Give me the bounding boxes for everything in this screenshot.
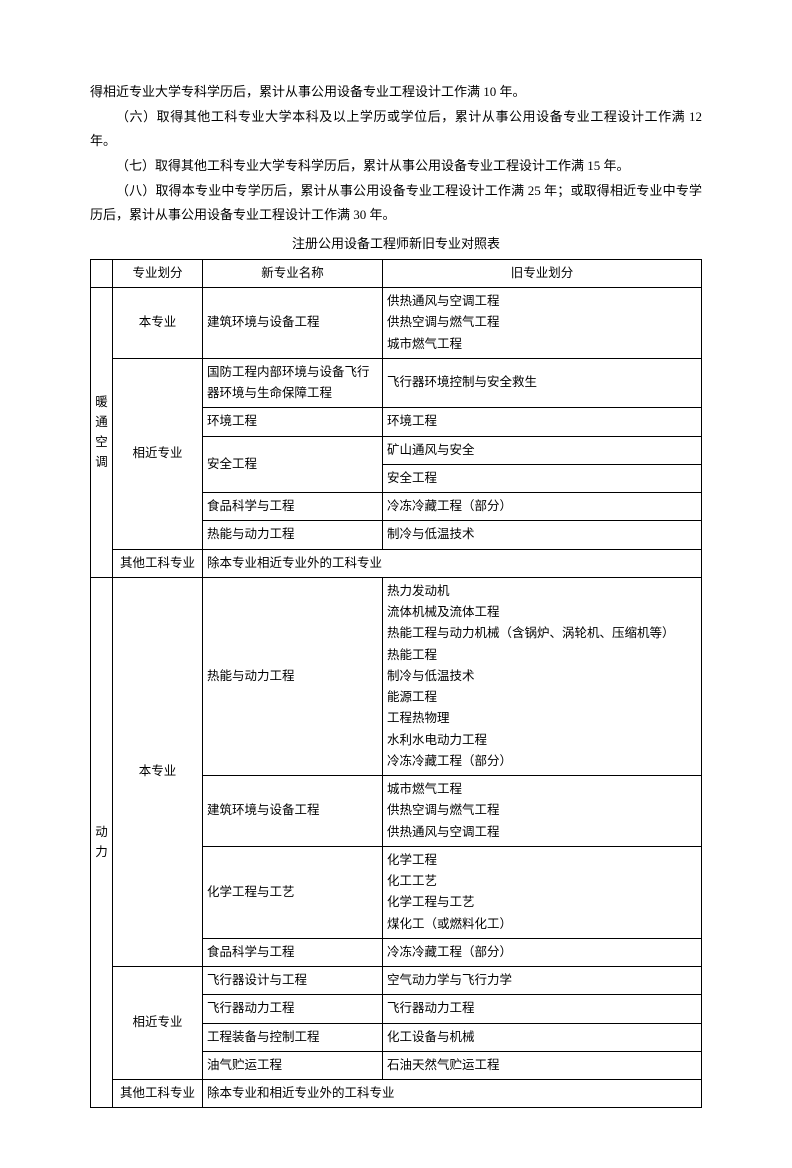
specialty-comparison-table: 专业划分 新专业名称 旧专业划分 暖通空调 本专业 建筑环境与设备工程 供热通风… [90,259,702,1109]
cell-division: 本专业 [113,577,203,966]
cell-old: 化工设备与机械 [383,1023,702,1051]
table-row: 动力 本专业 热能与动力工程 热力发动机 流体机械及流体工程 热能工程与动力机械… [91,577,702,775]
cell-new: 安全工程 [203,436,383,493]
paragraph-6: （六）取得其他工科专业大学本科及以上学历或学位后，累计从事公用设备专业工程设计工… [90,105,702,154]
old-item: 水利水电动力工程 [387,730,697,751]
cell-new: 热能与动力工程 [203,521,383,549]
category-hvac: 暖通空调 [91,288,113,578]
cell-new: 除本专业和相近专业外的工科专业 [203,1080,702,1108]
cell-new: 化学工程与工艺 [203,846,383,938]
cell-new: 建筑环境与设备工程 [203,776,383,847]
category-power-label: 动力 [95,822,108,862]
cell-new: 环境工程 [203,408,383,436]
old-item: 热力发动机 [387,581,697,602]
cell-old: 化学工程 化工工艺 化学工程与工艺 煤化工（或燃料化工） [383,846,702,938]
cell-old: 飞行器动力工程 [383,995,702,1023]
old-item: 城市燃气工程 [387,334,697,355]
cell-old: 制冷与低温技术 [383,521,702,549]
table-row: 相近专业 国防工程内部环境与设备飞行器环境与生命保障工程 飞行器环境控制与安全救… [91,358,702,408]
old-item: 工程热物理 [387,708,697,729]
header-old-division: 旧专业划分 [383,259,702,287]
old-item: 热能工程 [387,645,697,666]
cell-new: 飞行器动力工程 [203,995,383,1023]
old-item: 化学工程与工艺 [387,892,697,913]
old-item: 能源工程 [387,687,697,708]
cell-old: 冷冻冷藏工程（部分） [383,938,702,966]
old-item: 冷冻冷藏工程（部分） [387,751,697,772]
header-division: 专业划分 [113,259,203,287]
paragraph-continuation: 得相近专业大学专科学历后，累计从事公用设备专业工程设计工作满 10 年。 [90,80,702,105]
cell-new: 油气贮运工程 [203,1051,383,1079]
old-item: 热能工程与动力机械（含锅炉、涡轮机、压缩机等） [387,623,697,644]
cell-old: 飞行器环境控制与安全救生 [383,358,702,408]
old-item: 化工工艺 [387,871,697,892]
old-item: 流体机械及流体工程 [387,602,697,623]
paragraph-8: （八）取得本专业中专学历后，累计从事公用设备专业工程设计工作满 25 年；或取得… [90,179,702,228]
old-item: 供热通风与空调工程 [387,291,697,312]
table-row: 其他工科专业 除本专业相近专业外的工科专业 [91,549,702,577]
cell-old: 空气动力学与飞行力学 [383,967,702,995]
cell-new: 工程装备与控制工程 [203,1023,383,1051]
category-hvac-label: 暖通空调 [95,392,108,472]
old-item: 城市燃气工程 [387,779,697,800]
page-content: 得相近专业大学专科学历后，累计从事公用设备专业工程设计工作满 10 年。 （六）… [0,0,792,1168]
cell-new: 热能与动力工程 [203,577,383,775]
cell-division: 其他工科专业 [113,549,203,577]
cell-old: 环境工程 [383,408,702,436]
cell-old: 矿山通风与安全 [383,436,702,464]
header-blank [91,259,113,287]
old-item: 制冷与低温技术 [387,666,697,687]
old-item: 化学工程 [387,850,697,871]
table-row: 暖通空调 本专业 建筑环境与设备工程 供热通风与空调工程 供热空调与燃气工程 城… [91,288,702,359]
cell-old: 城市燃气工程 供热空调与燃气工程 供热通风与空调工程 [383,776,702,847]
cell-division: 相近专业 [113,358,203,549]
old-item: 供热空调与燃气工程 [387,800,697,821]
cell-old: 石油天然气贮运工程 [383,1051,702,1079]
category-power: 动力 [91,577,113,1108]
cell-division: 相近专业 [113,967,203,1080]
cell-old: 冷冻冷藏工程（部分） [383,493,702,521]
old-item: 供热通风与空调工程 [387,822,697,843]
old-item: 供热空调与燃气工程 [387,312,697,333]
old-item: 煤化工（或燃料化工） [387,914,697,935]
table-row: 其他工科专业 除本专业和相近专业外的工科专业 [91,1080,702,1108]
table-title: 注册公用设备工程师新旧专业对照表 [90,232,702,257]
cell-new: 食品科学与工程 [203,938,383,966]
cell-old: 安全工程 [383,464,702,492]
cell-old: 热力发动机 流体机械及流体工程 热能工程与动力机械（含锅炉、涡轮机、压缩机等） … [383,577,702,775]
cell-new: 食品科学与工程 [203,493,383,521]
cell-new: 飞行器设计与工程 [203,967,383,995]
paragraph-7: （七）取得其他工科专业大学专科学历后，累计从事公用设备专业工程设计工作满 15 … [90,154,702,179]
cell-division: 本专业 [113,288,203,359]
cell-division: 其他工科专业 [113,1080,203,1108]
cell-new: 除本专业相近专业外的工科专业 [203,549,702,577]
header-new-name: 新专业名称 [203,259,383,287]
table-header-row: 专业划分 新专业名称 旧专业划分 [91,259,702,287]
cell-new: 国防工程内部环境与设备飞行器环境与生命保障工程 [203,358,383,408]
cell-new: 建筑环境与设备工程 [203,288,383,359]
cell-old: 供热通风与空调工程 供热空调与燃气工程 城市燃气工程 [383,288,702,359]
table-row: 相近专业 飞行器设计与工程 空气动力学与飞行力学 [91,967,702,995]
